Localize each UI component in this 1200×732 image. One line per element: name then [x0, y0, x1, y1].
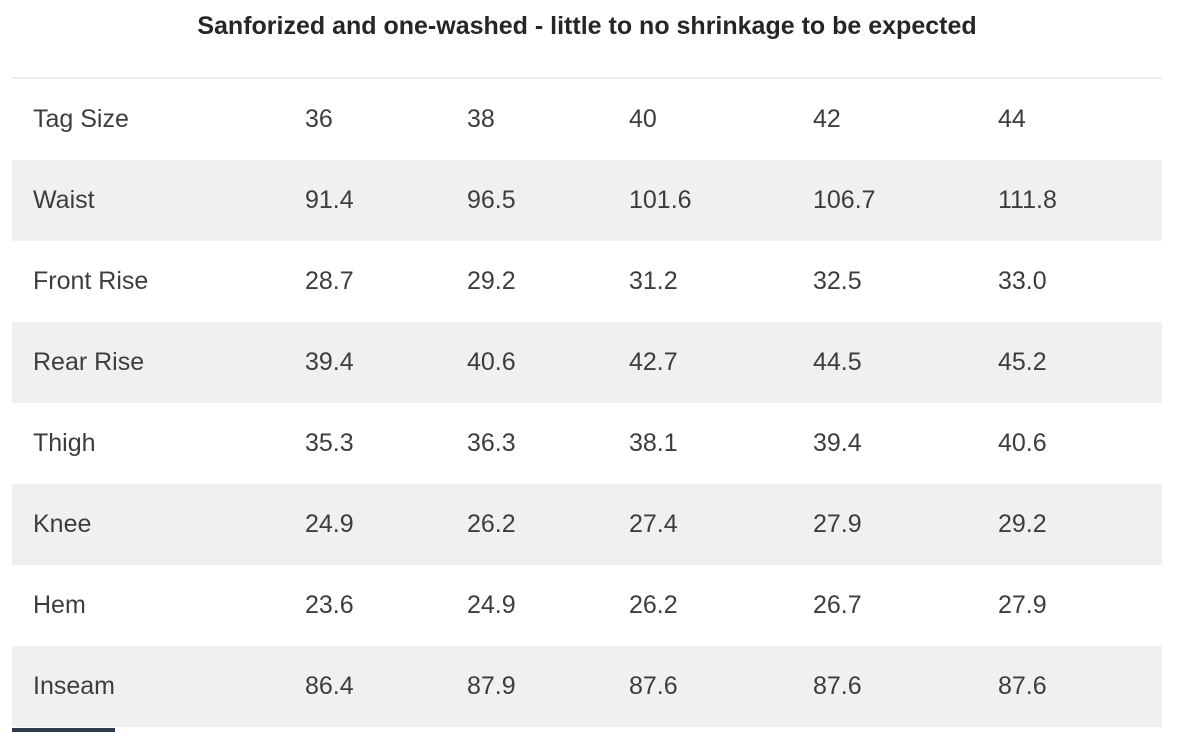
cell-value: 33.0 [998, 267, 1047, 295]
cell-value: 96.5 [467, 186, 516, 214]
cell-value: 27.9 [998, 591, 1047, 619]
table-row: Front Rise 28.7 29.2 31.2 32.5 33.0 [12, 241, 1162, 322]
table-header-row: Tag Size 36 38 40 42 44 [12, 79, 1162, 160]
cell-value: 27.9 [813, 510, 862, 538]
cell-value: 36.3 [467, 429, 516, 457]
cell-value: 45.2 [998, 348, 1047, 376]
cell-value: 87.6 [998, 672, 1047, 700]
cell-value: 42.7 [629, 348, 678, 376]
row-label: Rear Rise [33, 348, 145, 376]
header-cell: 40 [629, 105, 657, 133]
cell-value: 24.9 [467, 591, 516, 619]
table-row: Inseam 86.4 87.9 87.6 87.6 87.6 [12, 646, 1162, 727]
cell-value: 23.6 [305, 591, 354, 619]
table-row: Rear Rise 39.4 40.6 42.7 44.5 45.2 [12, 322, 1162, 403]
cell-value: 86.4 [305, 672, 354, 700]
table-row: Thigh 35.3 36.3 38.1 39.4 40.6 [12, 403, 1162, 484]
table-row: Waist 91.4 96.5 101.6 106.7 111.8 [12, 160, 1162, 241]
row-label: Hem [33, 591, 86, 619]
cell-value: 39.4 [813, 429, 862, 457]
cell-value: 106.7 [813, 186, 876, 214]
cell-value: 87.6 [629, 672, 678, 700]
row-label: Knee [33, 510, 92, 538]
row-label: Waist [33, 186, 95, 214]
cell-value: 111.8 [998, 186, 1057, 214]
cell-value: 91.4 [305, 186, 354, 214]
header-cell: 36 [305, 105, 333, 133]
cell-value: 101.6 [629, 186, 692, 214]
header-cell: 42 [813, 105, 841, 133]
cell-value: 87.9 [467, 672, 516, 700]
cell-value: 44.5 [813, 348, 862, 376]
cell-value: 39.4 [305, 348, 354, 376]
page-title: Sanforized and one-washed - little to no… [197, 12, 977, 40]
row-label: Thigh [33, 429, 96, 457]
cell-value: 29.2 [998, 510, 1047, 538]
header-cell: 44 [998, 105, 1026, 133]
cell-value: 40.6 [998, 429, 1047, 457]
partial-element-bottom [12, 728, 115, 732]
cell-value: 26.2 [467, 510, 516, 538]
cell-value: 32.5 [813, 267, 862, 295]
cell-value: 26.2 [629, 591, 678, 619]
row-label: Tag Size [33, 105, 129, 133]
cell-value: 35.3 [305, 429, 354, 457]
cell-value: 40.6 [467, 348, 516, 376]
cell-value: 26.7 [813, 591, 862, 619]
cell-value: 31.2 [629, 267, 678, 295]
cell-value: 38.1 [629, 429, 678, 457]
size-chart-table-container: Tag Size 36 38 40 42 44 Waist 91.4 96.5 … [12, 77, 1162, 727]
cell-value: 87.6 [813, 672, 862, 700]
table-row: Knee 24.9 26.2 27.4 27.9 29.2 [12, 484, 1162, 565]
cell-value: 24.9 [305, 510, 354, 538]
table-row: Hem 23.6 24.9 26.2 26.7 27.9 [12, 565, 1162, 646]
size-chart-table: Tag Size 36 38 40 42 44 Waist 91.4 96.5 … [12, 79, 1162, 727]
row-label: Inseam [33, 672, 115, 700]
cell-value: 27.4 [629, 510, 678, 538]
cell-value: 28.7 [305, 267, 354, 295]
row-label: Front Rise [33, 267, 149, 295]
cell-value: 29.2 [467, 267, 516, 295]
header-cell: 38 [467, 105, 495, 133]
